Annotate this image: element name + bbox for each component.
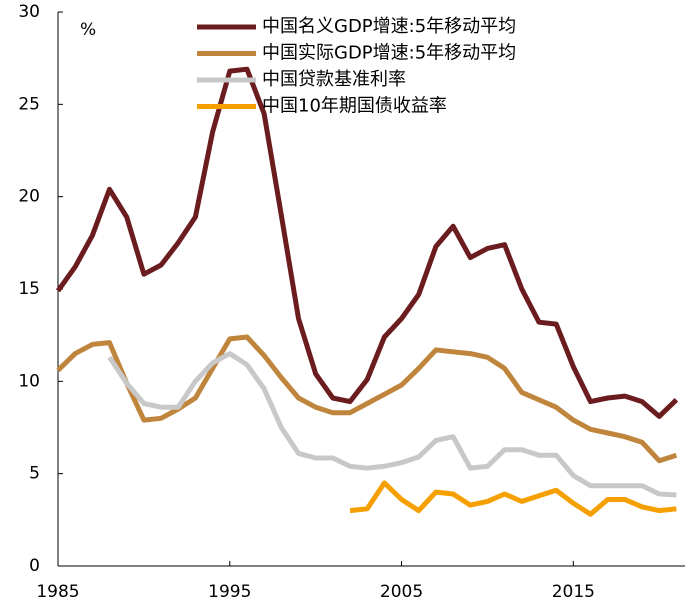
y-tick-label: 25 xyxy=(18,94,40,114)
y-tick-label: 15 xyxy=(18,279,40,299)
y-tick-label: 30 xyxy=(18,2,40,22)
series-line xyxy=(56,334,678,464)
y-tick-label: 5 xyxy=(29,464,40,484)
x-tick-label: 1995 xyxy=(208,582,251,602)
x-tick-label: 1985 xyxy=(36,582,79,602)
y-tick-label: 20 xyxy=(18,187,40,207)
legend-label: 中国名义GDP增速:5年移动平均 xyxy=(262,16,516,37)
legend-label: 中国贷款基准利率 xyxy=(262,69,406,90)
y-axis-unit: % xyxy=(80,20,96,40)
y-tick-label: 10 xyxy=(18,371,40,391)
series-line xyxy=(55,66,679,419)
legend-label: 中国10年期国债收益率 xyxy=(262,96,447,117)
y-tick-label: 0 xyxy=(29,556,40,576)
x-tick-label: 2015 xyxy=(552,582,595,602)
legend-label: 中国实际GDP增速:5年移动平均 xyxy=(262,43,516,64)
series-line xyxy=(349,480,677,517)
x-tick-label: 2005 xyxy=(380,582,423,602)
series-line xyxy=(107,351,677,498)
